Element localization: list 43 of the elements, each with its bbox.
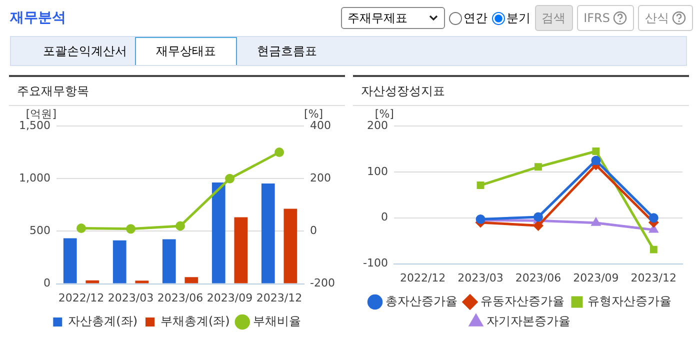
- legend-label: 유동자산증가율: [480, 294, 564, 308]
- y-tick-label: 200: [366, 118, 388, 132]
- x-tick-label: 2022/12: [58, 291, 104, 304]
- legend-label: 총자산증가율: [386, 294, 458, 308]
- y-tick-label: 0: [380, 210, 388, 224]
- y2-tick-label: 200: [310, 171, 332, 184]
- x-tick-label: 2023/09: [573, 271, 619, 284]
- text: 분기: [506, 10, 531, 26]
- y2-tick-label: 400: [310, 118, 332, 132]
- y2-tick-label: 0: [310, 224, 318, 238]
- x-tick-label: 2023/03: [108, 291, 154, 304]
- legend-label: 자기자본증가율: [486, 314, 570, 328]
- y-tick-label: 500: [29, 224, 50, 238]
- x-tick-label: 2023/09: [206, 291, 253, 304]
- text: IFRS: [576, 5, 634, 31]
- text: 검색: [534, 5, 573, 31]
- y-axis-title: [억원]: [26, 107, 56, 120]
- y-tick-label: 100: [366, 164, 388, 178]
- legend-label: 부채총계(좌): [160, 314, 230, 328]
- y-tick-label: -100: [362, 256, 388, 270]
- text: 현금흐름표: [256, 43, 318, 60]
- y2-axis-title: [%]: [304, 107, 324, 120]
- y-tick-label: 1,500: [18, 118, 50, 132]
- text: 포괄손익계산서: [42, 43, 128, 60]
- legend-label: 부채비율: [252, 314, 301, 328]
- y2-tick-label: -200: [310, 276, 336, 290]
- x-tick-label: 2023/06: [515, 271, 562, 284]
- legend-label: 자산총계(좌): [68, 314, 138, 328]
- y-tick-label: 1,000: [18, 171, 50, 184]
- x-tick-label: 2022/12: [400, 271, 446, 284]
- text: 주재무제표: [348, 10, 408, 26]
- legend-label: 유형자산증가율: [588, 294, 672, 308]
- text: 재무분석: [10, 9, 66, 27]
- x-tick-label: 2023/03: [458, 271, 504, 284]
- x-tick-label: 2023/06: [157, 291, 204, 304]
- y-tick-label: 0: [43, 276, 50, 290]
- text: 산식: [638, 5, 693, 31]
- x-tick-label: 2023/12: [630, 271, 676, 284]
- y-axis-title: [%]: [374, 107, 394, 120]
- text: 연간: [462, 10, 488, 26]
- chart-title: 자산성장성지표: [353, 77, 689, 106]
- chart-title: 주요재무항목: [9, 77, 345, 106]
- x-tick-label: 2023/12: [256, 291, 302, 304]
